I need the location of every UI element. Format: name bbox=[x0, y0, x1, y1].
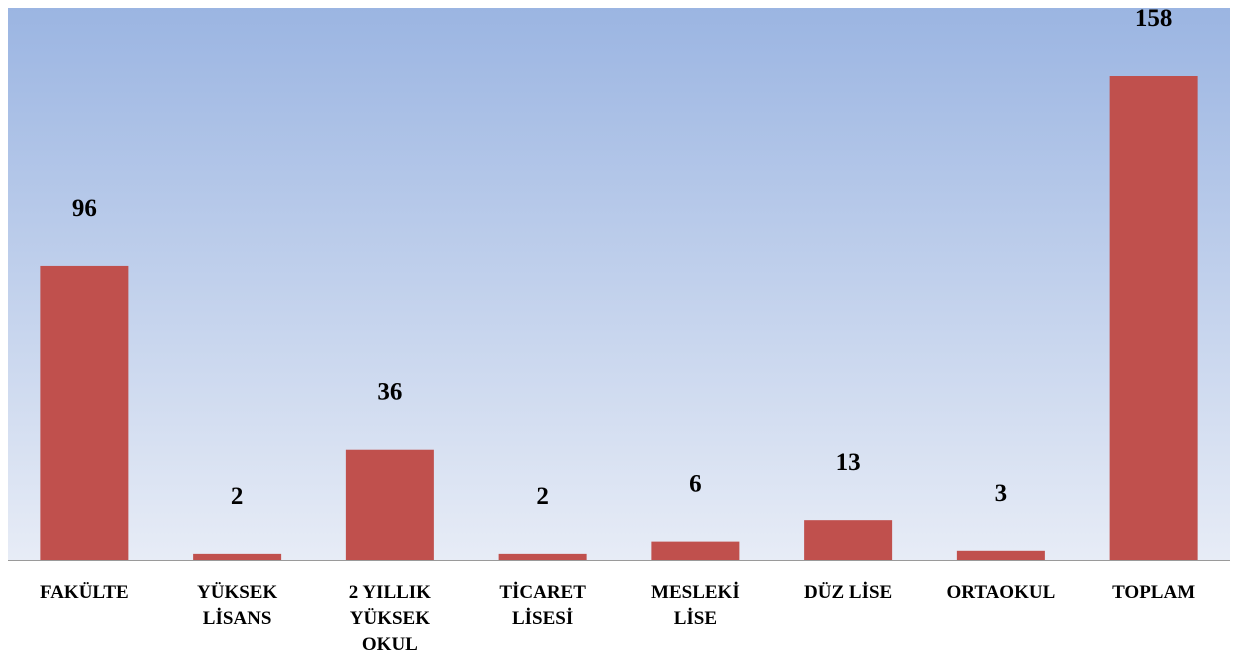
bar bbox=[956, 550, 1045, 560]
bar bbox=[40, 265, 129, 560]
x-tick-label: TİCARET LİSESİ bbox=[499, 582, 586, 629]
value-label: 96 bbox=[72, 195, 97, 222]
x-tick-label: 2 YILLIK YÜKSEK OKUL bbox=[348, 582, 431, 655]
x-tick-label: YÜKSEK LİSANS bbox=[197, 582, 278, 629]
bar bbox=[498, 553, 587, 560]
x-tick-label: ORTAOKUL bbox=[946, 582, 1056, 603]
plot-background bbox=[8, 8, 1230, 560]
value-label: 13 bbox=[836, 449, 861, 476]
x-tick-label: TOPLAM bbox=[1112, 582, 1196, 603]
value-label: 36 bbox=[377, 379, 402, 406]
value-label: 158 bbox=[1135, 5, 1173, 32]
value-label: 2 bbox=[536, 483, 549, 510]
bar bbox=[193, 553, 282, 560]
value-label: 3 bbox=[995, 480, 1008, 507]
x-tick-label: MESLEKİ LİSE bbox=[651, 582, 740, 629]
x-tick-label: DÜZ LİSE bbox=[804, 582, 893, 603]
bar bbox=[1109, 76, 1198, 560]
bar bbox=[651, 541, 740, 560]
bar bbox=[345, 449, 434, 560]
value-label: 2 bbox=[231, 483, 244, 510]
bar bbox=[804, 520, 893, 560]
x-tick-label: FAKÜLTE bbox=[40, 582, 129, 603]
value-label: 6 bbox=[689, 471, 702, 498]
